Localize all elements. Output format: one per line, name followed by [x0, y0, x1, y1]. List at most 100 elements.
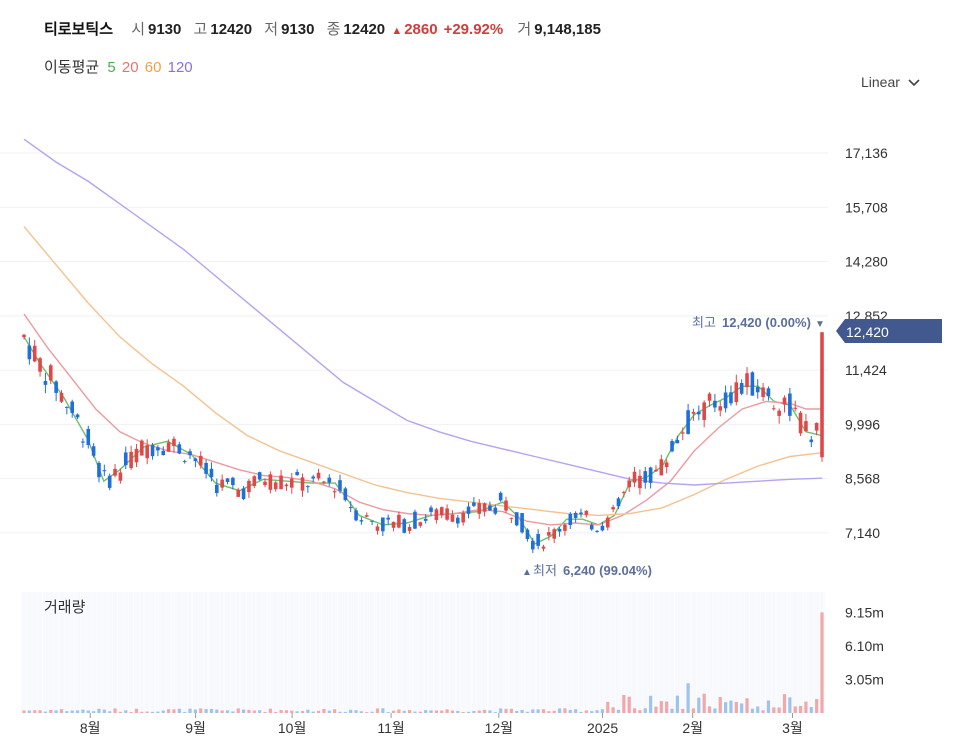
ma-5[interactable]: 5 [107, 59, 116, 76]
volume-column-bg [626, 592, 632, 713]
volume-column-bg [417, 592, 423, 713]
volume-column-bg [42, 592, 48, 713]
candle [48, 363, 53, 385]
change-value: 2860 [404, 21, 438, 38]
volume-bar [504, 708, 508, 713]
volume-bar [81, 709, 85, 713]
volume-bar [177, 708, 181, 713]
volume-column-bg [648, 592, 654, 713]
volume-column-bg [117, 592, 123, 713]
volume-column-bg [498, 592, 504, 713]
candle [659, 454, 664, 476]
volume-bar [461, 712, 465, 713]
volume-column-bg [632, 592, 638, 713]
candle [611, 504, 615, 513]
volume-column-bg [599, 592, 605, 713]
volume-bar [686, 683, 690, 713]
volume-column-bg [96, 592, 102, 713]
date-tick-label: 8월 [80, 720, 101, 736]
moving-average-legend[interactable]: 이동평균 5 20 60 120 [44, 56, 195, 77]
candle [766, 386, 771, 401]
volume-column-bg [701, 592, 707, 713]
volume-column-bg [733, 592, 739, 713]
volume-bar [38, 710, 42, 713]
volume-column-bg [487, 592, 493, 713]
volume-column-bg [342, 592, 348, 713]
volume-column-bg [439, 592, 445, 713]
volume-bar [43, 711, 48, 713]
volume-column-bg [380, 592, 386, 713]
volume-column-bg [53, 592, 59, 713]
candle [364, 512, 369, 518]
volume-bar [552, 710, 556, 713]
volume-bar [702, 693, 706, 713]
volume-bar [675, 695, 679, 713]
volume-background [21, 592, 825, 713]
candle [81, 438, 85, 448]
candle [670, 438, 674, 453]
volume-column-bg [364, 592, 370, 713]
scale-selector[interactable]: Linear [861, 74, 920, 90]
candle [177, 441, 182, 455]
candle [220, 474, 224, 491]
ma-60[interactable]: 60 [144, 59, 162, 76]
volume-bar [156, 711, 160, 713]
volume-bar [370, 711, 374, 713]
volume-bar [568, 709, 572, 713]
volume-bar [616, 709, 621, 713]
volume-bar [804, 701, 808, 713]
candle [289, 472, 294, 494]
volume-column-bg [492, 592, 498, 713]
volume-bar [129, 712, 133, 713]
ma-120[interactable]: 120 [167, 59, 193, 76]
volume-bar [316, 710, 321, 713]
candle [209, 462, 214, 482]
volume-value: 9,148,185 [534, 21, 601, 38]
candle [648, 466, 653, 489]
volume-column-bg [530, 592, 536, 713]
moving-average-label: 이동평균 [44, 59, 100, 76]
price-tick-label: 11,424 [845, 362, 887, 378]
volume-bar [707, 706, 712, 713]
volume-column-bg [508, 592, 514, 713]
volume-bar [172, 709, 176, 713]
volume-bar [284, 710, 289, 713]
candle [252, 475, 257, 489]
volume-bar [627, 696, 631, 713]
volume-column-bg [299, 592, 305, 713]
current-price-tag: 12,420 [836, 319, 942, 343]
volume-column-bg [32, 592, 38, 713]
volume-bar [108, 711, 112, 713]
volume-bar [145, 711, 149, 713]
volume-column-bg [208, 592, 214, 713]
candle [472, 497, 476, 508]
volume-column-bg [653, 592, 659, 713]
volume-bar [622, 694, 626, 713]
volume-column-bg [321, 592, 327, 713]
volume-column-bg [316, 592, 322, 713]
volume-column-bg [535, 592, 541, 713]
volume-column-bg [755, 592, 761, 713]
volume-column-bg [524, 592, 530, 713]
candle [627, 476, 631, 493]
candle [102, 464, 107, 476]
candle [734, 374, 739, 406]
volume-column-bg [605, 592, 611, 713]
candle [434, 507, 439, 524]
candle [59, 390, 64, 404]
price-tick-label: 15,708 [845, 199, 888, 215]
volume-bar [375, 708, 380, 713]
candle [263, 478, 267, 488]
volume-column-bg [353, 592, 359, 713]
date-axis: 8월 9월 10월 11월 12월 2025 2월 3월 [80, 713, 803, 736]
volume-column-bg [765, 592, 771, 713]
candle [675, 435, 680, 444]
volume-bar [472, 710, 476, 713]
volume-column-bg [160, 592, 166, 713]
volume-column-bg [101, 592, 107, 713]
volume-bar [590, 711, 594, 713]
volume-axis: 9.15m 6.10m 3.05m [845, 604, 884, 687]
ma-20[interactable]: 20 [121, 59, 139, 76]
volume-column-bg [112, 592, 118, 713]
